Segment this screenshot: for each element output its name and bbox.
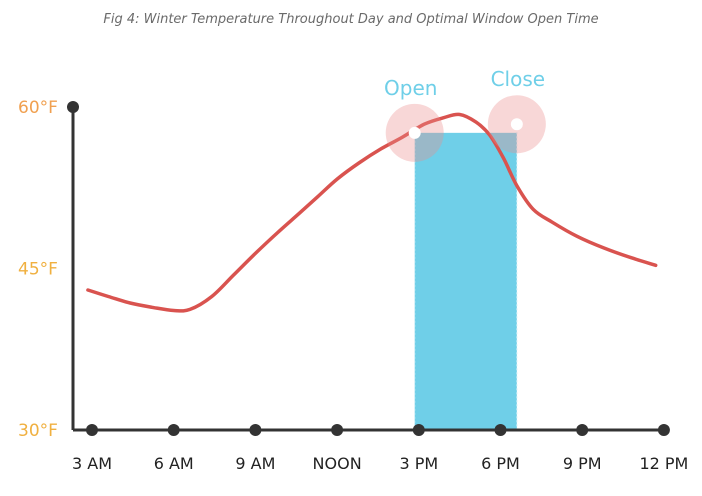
x-tick-dot-5 <box>494 424 507 436</box>
x-tick-dot-2 <box>249 424 262 436</box>
x-tick-label-4: 3 PM <box>399 454 438 473</box>
y-axis-end-dot <box>67 101 79 113</box>
x-tick-label-6: 9 PM <box>563 454 602 473</box>
x-tick-dot-7 <box>657 424 670 436</box>
y-tick-label-1: 45°F <box>18 260 58 280</box>
open-window-bar <box>414 132 517 430</box>
x-tick-dot-1 <box>167 424 180 436</box>
x-tick-dot-0 <box>86 424 98 436</box>
y-tick-label-2: 30°F <box>18 421 58 441</box>
x-tick-label-1: 6 AM <box>154 454 194 473</box>
open-marker-dot <box>408 126 421 139</box>
close-marker-label: Close <box>491 67 545 91</box>
temperature-line <box>86 112 658 313</box>
close-marker-dot <box>510 118 523 131</box>
x-tick-label-0: 3 AM <box>72 454 112 473</box>
x-tick-dot-6 <box>576 424 589 436</box>
x-tick-label-3: NOON <box>313 454 362 473</box>
open-marker-label: Open <box>384 76 437 100</box>
chart-title: Fig 4: Winter Temperature Throughout Day… <box>103 12 599 27</box>
x-tick-dot-4 <box>412 424 425 436</box>
y-tick-label-0: 60°F <box>18 98 58 118</box>
x-tick-dot-3 <box>331 424 344 436</box>
x-tick-label-5: 6 PM <box>481 454 520 473</box>
x-tick-label-2: 9 AM <box>235 454 275 473</box>
x-tick-label-7: 12 PM <box>639 454 688 473</box>
